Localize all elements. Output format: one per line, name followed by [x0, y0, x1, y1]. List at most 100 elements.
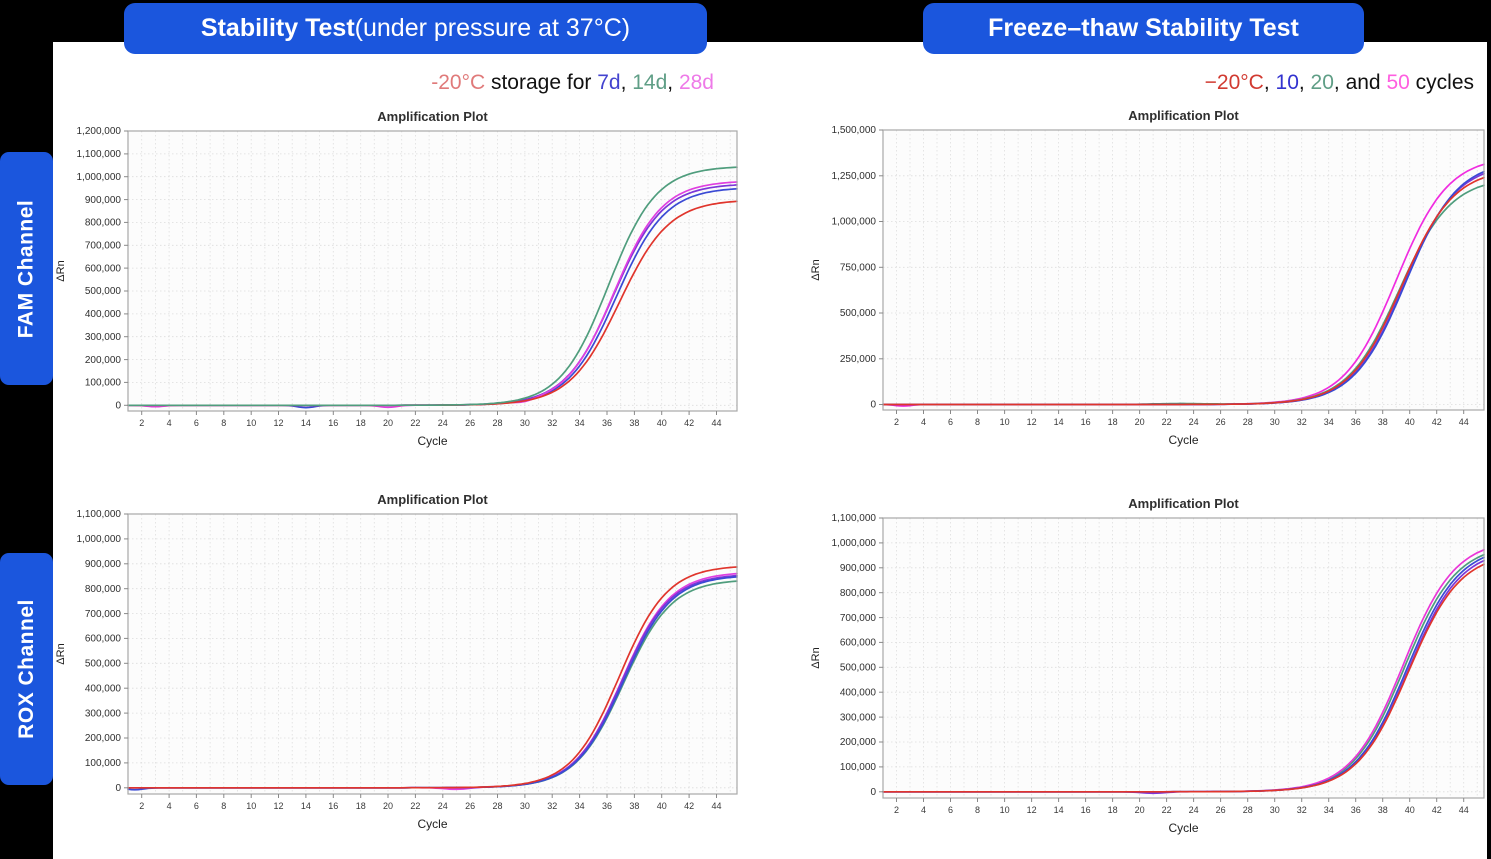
svg-text:400,000: 400,000: [840, 687, 877, 698]
chart-title: Amplification Plot: [377, 109, 488, 124]
svg-text:100,000: 100,000: [85, 758, 122, 769]
svg-text:36: 36: [602, 801, 612, 811]
svg-text:100,000: 100,000: [85, 378, 122, 389]
svg-text:200,000: 200,000: [85, 733, 122, 744]
svg-text:40: 40: [1405, 805, 1415, 815]
svg-text:400,000: 400,000: [85, 309, 122, 320]
stability-test-banner: Stability Test (under pressure at 37°C): [124, 3, 707, 54]
svg-text:14: 14: [301, 418, 311, 428]
svg-text:2: 2: [894, 417, 899, 427]
chart-title: Amplification Plot: [377, 492, 488, 507]
svg-text:1,100,000: 1,100,000: [77, 509, 122, 520]
svg-text:36: 36: [1351, 417, 1361, 427]
svg-text:38: 38: [1378, 417, 1388, 427]
svg-text:ΔRn: ΔRn: [55, 260, 67, 281]
svg-text:34: 34: [575, 418, 585, 428]
fam-freeze-thaw-chart: Amplification Plot 2 4 6 8 10 12 14 16 18 20 22 24 2…: [803, 107, 1491, 460]
svg-text:6: 6: [194, 418, 199, 428]
fam-stability-chart: Amplification Plot 2 4 6 8 10 12 14 16 18 20 22 24 2…: [48, 108, 758, 461]
svg-text:44: 44: [711, 418, 721, 428]
svg-text:22: 22: [1162, 417, 1172, 427]
svg-text:44: 44: [1459, 805, 1469, 815]
stability-conditions-legend: -20°C storage for 7d, 14d, 28d: [431, 71, 714, 94]
rox-channel-text: ROX Channel: [14, 599, 38, 739]
svg-text:18: 18: [1108, 805, 1118, 815]
svg-text:900,000: 900,000: [85, 195, 122, 206]
svg-text:Cycle: Cycle: [1168, 433, 1198, 447]
svg-text:16: 16: [1081, 805, 1091, 815]
svg-text:10: 10: [1000, 805, 1010, 815]
svg-text:12: 12: [1027, 417, 1037, 427]
rox-stability-chart: Amplification Plot 2 4 6 8 10 12 14 16 18 20 22 24 2…: [48, 491, 758, 844]
svg-text:18: 18: [356, 418, 366, 428]
svg-text:0: 0: [870, 400, 876, 411]
svg-text:42: 42: [684, 801, 694, 811]
svg-text:4: 4: [921, 805, 926, 815]
svg-text:900,000: 900,000: [85, 559, 122, 570]
svg-text:2: 2: [894, 805, 899, 815]
svg-text:42: 42: [1432, 417, 1442, 427]
svg-text:600,000: 600,000: [840, 638, 877, 649]
svg-text:10: 10: [246, 801, 256, 811]
amplification-plot-fam-stability: 2 4 6 8 10 12 14 16 18 20 22 24 26 28 30 32 34 36 38 40 42 44…: [55, 126, 738, 448]
svg-text:38: 38: [629, 418, 639, 428]
svg-text:8: 8: [221, 801, 226, 811]
svg-text:10: 10: [1000, 417, 1010, 427]
svg-text:300,000: 300,000: [85, 332, 122, 343]
amplification-plot-rox-stability: 2 4 6 8 10 12 14 16 18 20 22 24 26 28 30 32 34 36 38 40 42 44…: [55, 509, 738, 831]
svg-text:800,000: 800,000: [840, 588, 877, 599]
rox-channel-label: ROX Channel: [0, 553, 53, 785]
svg-text:4: 4: [167, 418, 172, 428]
svg-text:26: 26: [465, 801, 475, 811]
svg-text:500,000: 500,000: [840, 308, 877, 319]
amplification-plot-fam-freeze-thaw: 2 4 6 8 10 12 14 16 18 20 22 24 26 28 30 32 34 36 38 40 42 44…: [810, 125, 1485, 447]
fam-channel-label: FAM Channel: [0, 152, 53, 385]
svg-text:500,000: 500,000: [85, 286, 122, 297]
freeze-thaw-conditions-legend: −20°C, 10, 20, and 50 cycles: [1204, 71, 1474, 94]
svg-text:900,000: 900,000: [840, 563, 877, 574]
svg-text:30: 30: [520, 801, 530, 811]
rox-freeze-thaw-chart: Amplification Plot 2 4 6 8 10 12 14 16 18 20 22 24 2…: [803, 495, 1491, 848]
svg-text:0: 0: [115, 401, 121, 412]
svg-text:800,000: 800,000: [85, 584, 122, 595]
svg-text:20: 20: [1135, 805, 1145, 815]
svg-text:8: 8: [975, 417, 980, 427]
svg-text:22: 22: [410, 801, 420, 811]
svg-text:800,000: 800,000: [85, 218, 122, 229]
svg-text:8: 8: [975, 805, 980, 815]
freeze-thaw-banner: Freeze–thaw Stability Test: [923, 3, 1364, 54]
svg-text:1,000,000: 1,000,000: [77, 534, 122, 545]
svg-text:1,200,000: 1,200,000: [77, 126, 122, 137]
svg-text:36: 36: [602, 418, 612, 428]
svg-text:200,000: 200,000: [840, 737, 877, 748]
svg-text:2: 2: [139, 418, 144, 428]
svg-text:12: 12: [273, 801, 283, 811]
svg-text:40: 40: [657, 801, 667, 811]
svg-text:30: 30: [520, 418, 530, 428]
svg-text:6: 6: [948, 417, 953, 427]
svg-text:700,000: 700,000: [840, 613, 877, 624]
svg-text:300,000: 300,000: [85, 708, 122, 719]
svg-text:20: 20: [383, 801, 393, 811]
svg-text:Cycle: Cycle: [417, 817, 447, 831]
svg-text:Cycle: Cycle: [417, 434, 447, 448]
svg-text:32: 32: [547, 418, 557, 428]
svg-text:6: 6: [948, 805, 953, 815]
svg-text:20: 20: [1135, 417, 1145, 427]
svg-text:32: 32: [1297, 805, 1307, 815]
svg-text:6: 6: [194, 801, 199, 811]
svg-text:12: 12: [273, 418, 283, 428]
svg-text:24: 24: [1189, 805, 1199, 815]
svg-text:500,000: 500,000: [85, 659, 122, 670]
svg-text:20: 20: [383, 418, 393, 428]
svg-text:18: 18: [1108, 417, 1118, 427]
svg-text:16: 16: [328, 418, 338, 428]
svg-text:10: 10: [246, 418, 256, 428]
svg-text:18: 18: [356, 801, 366, 811]
svg-text:0: 0: [115, 783, 121, 794]
svg-text:24: 24: [438, 801, 448, 811]
svg-text:1,000,000: 1,000,000: [77, 172, 122, 183]
svg-text:1,250,000: 1,250,000: [832, 171, 877, 182]
svg-text:250,000: 250,000: [840, 354, 877, 365]
svg-text:ΔRn: ΔRn: [810, 647, 822, 668]
